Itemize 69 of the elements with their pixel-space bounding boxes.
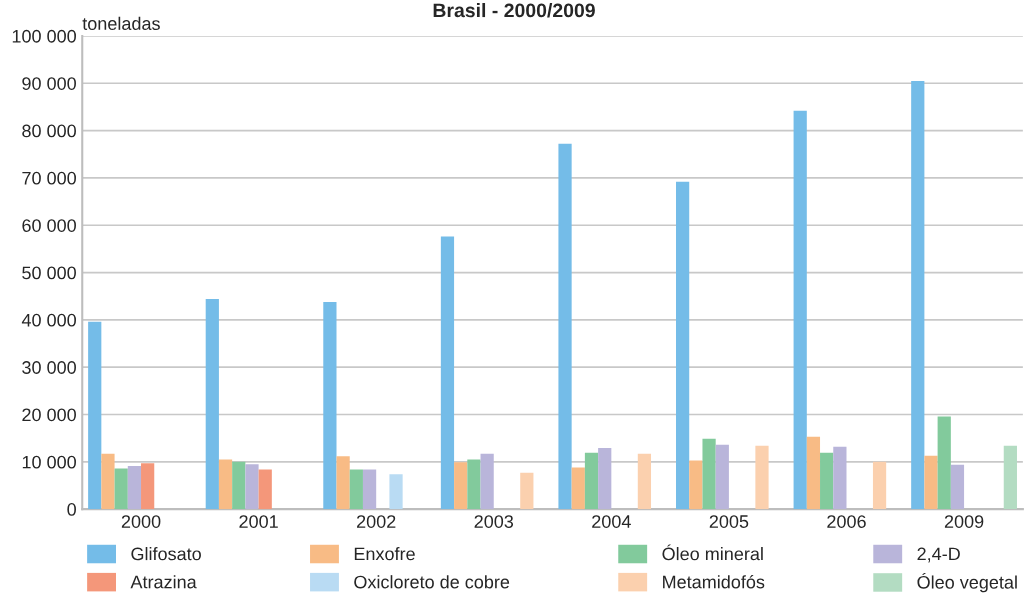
bar (950, 464, 965, 510)
bar (1003, 445, 1017, 510)
y-tick-label: 30 000 (22, 361, 76, 374)
y-tick-label: 10 000 (22, 455, 76, 469)
bar (141, 463, 155, 510)
y-tick-label: 70 000 (22, 171, 76, 185)
legend-label: Oxicloreto de cobre (354, 575, 510, 589)
bar (114, 468, 128, 510)
bar (833, 446, 847, 510)
bar (127, 466, 142, 510)
bar (676, 181, 690, 510)
bar (258, 469, 272, 510)
bar (101, 453, 115, 510)
bar (467, 459, 481, 510)
legend-label: Óleo vegetal (917, 572, 1017, 593)
bar (480, 453, 494, 510)
bar (806, 436, 821, 510)
x-tick-label: 2005 (709, 515, 749, 528)
y-tick-label: 20 000 (22, 408, 76, 422)
bar (793, 110, 807, 510)
legend-label: Metamidofós (663, 574, 765, 589)
bar (637, 453, 652, 510)
y-tick-label: 90 000 (22, 77, 76, 90)
x-tick-label: 2006 (827, 515, 866, 528)
bar (520, 472, 534, 510)
x-tick-label: 2000 (121, 515, 161, 528)
bar (336, 456, 350, 510)
bar (323, 301, 337, 510)
y-tick-label: 0 (67, 503, 76, 516)
bar (440, 236, 455, 510)
bar (755, 445, 769, 510)
legend-label: Enxofre (354, 547, 415, 561)
x-tick-label: 2003 (474, 515, 514, 528)
bar (389, 474, 403, 510)
bar (715, 444, 729, 510)
x-tick-label: 2001 (239, 515, 278, 528)
legend-label: Atrazina (130, 575, 197, 589)
legend-label: Óleo mineral (662, 544, 763, 561)
bar (924, 455, 938, 510)
y-axis-title: toneladas (82, 16, 160, 31)
bar (232, 461, 246, 510)
x-tick-label: 2009 (944, 515, 984, 528)
bar (245, 464, 259, 510)
bar (205, 299, 219, 510)
bar (571, 467, 585, 510)
bar (598, 448, 612, 510)
bar (689, 460, 703, 510)
bar (702, 438, 716, 510)
legend-label: Glifosato (131, 547, 201, 561)
bar (820, 452, 834, 510)
y-tick-label: 60 000 (22, 219, 76, 232)
y-tick-label: 50 000 (22, 266, 76, 280)
legend-label: 2,4-D (917, 547, 960, 563)
bar (218, 459, 233, 510)
y-tick-label: 80 000 (22, 124, 76, 138)
x-tick-label: 2002 (357, 515, 396, 528)
y-tick-label: 100 000 (12, 29, 76, 43)
bar (88, 321, 102, 510)
bar (362, 469, 377, 510)
bar (584, 452, 599, 510)
x-tick-label: 2004 (592, 515, 631, 528)
bar (454, 462, 468, 510)
bar (872, 461, 887, 510)
bar (349, 469, 363, 510)
chart-title: Brasil - 2000/2009 (433, 2, 595, 18)
bar (911, 80, 925, 510)
bar (937, 416, 951, 510)
y-tick-label: 40 000 (21, 313, 76, 327)
bar (558, 143, 572, 510)
